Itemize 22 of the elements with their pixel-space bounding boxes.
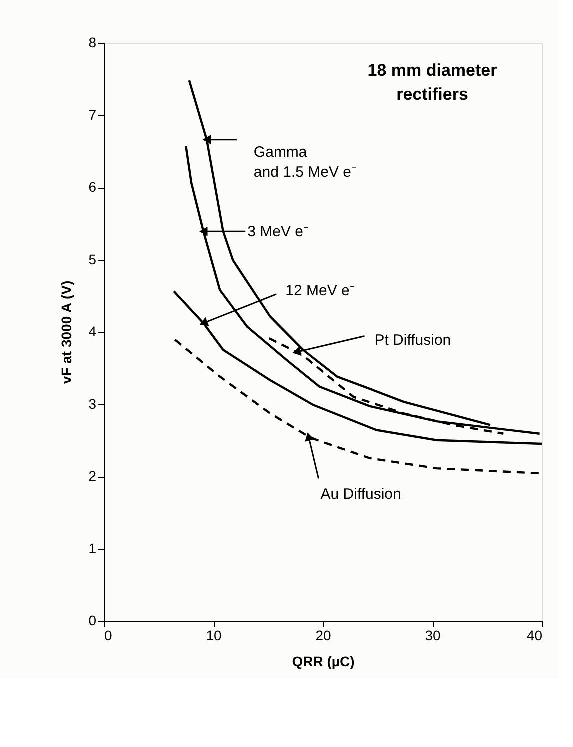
y-tick-label: 2 (88, 468, 97, 484)
x-tick-label: 30 (425, 628, 441, 644)
text: 18 mm diameter rectifiers (368, 61, 498, 104)
y-tick-label: 6 (88, 179, 97, 195)
annotation: Au Diffusion (320, 486, 402, 503)
y-tick-label: 5 (88, 251, 97, 268)
y-tick-label: 0 (88, 612, 97, 628)
annotation: Pt Diffusion (374, 332, 452, 350)
x-tick-label: 40 (526, 628, 543, 644)
y-tick-label: 1 (88, 540, 97, 556)
y-tick-label: 3 (88, 396, 97, 412)
x-tick-label: 20 (316, 628, 332, 644)
annotation: Gamma and 1.5 MeV e⁻ (254, 144, 357, 181)
x-axis-title: QRR (µC) (292, 654, 355, 670)
x-tick-label: 0 (104, 628, 112, 644)
x-tick-label: 10 (206, 628, 222, 644)
annotation: 3 MeV e⁻ (248, 224, 309, 241)
y-axis-title: vF at 3000 A (V) (58, 280, 75, 384)
y-tick-label: 4 (88, 324, 97, 340)
annotation: 12 MeV e⁻ (286, 282, 355, 300)
y-tick-label: 7 (88, 106, 97, 123)
y-tick-label: 8 (88, 34, 97, 50)
